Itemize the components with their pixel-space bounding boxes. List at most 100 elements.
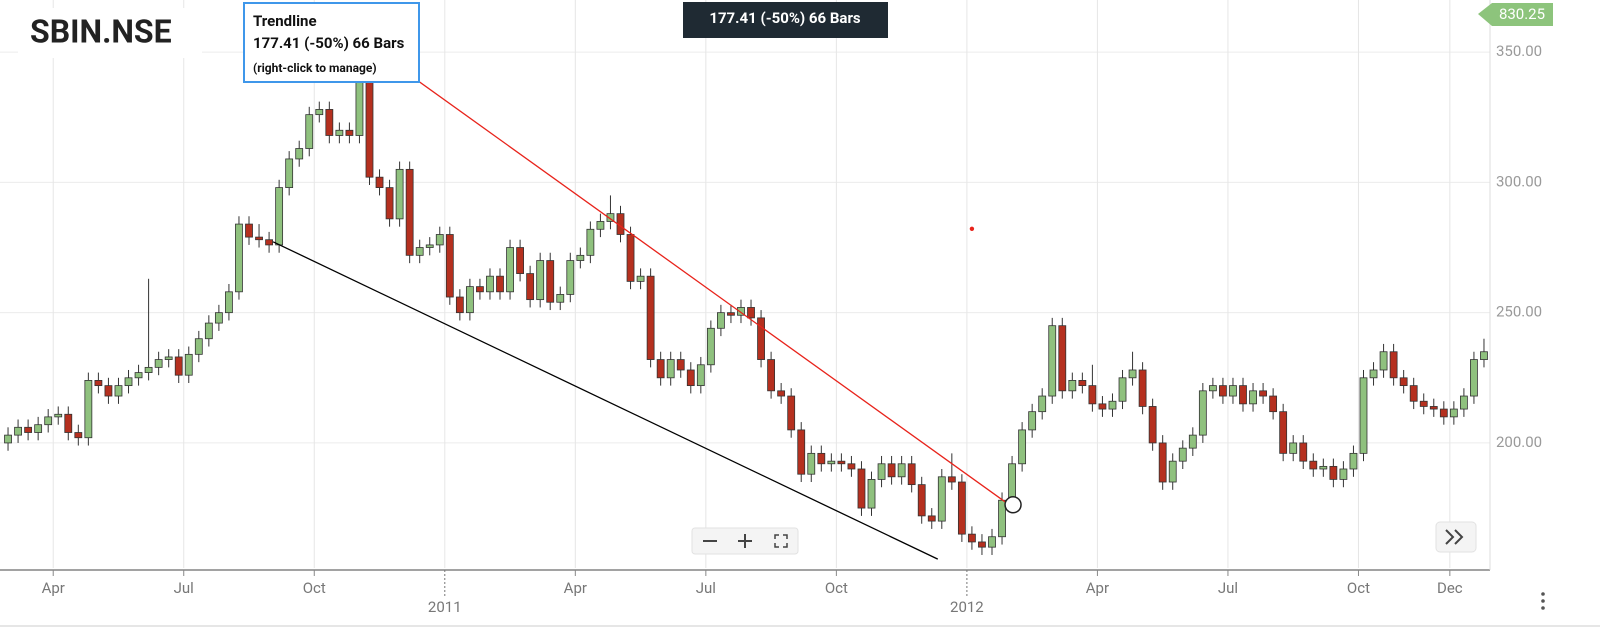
info-box-text: 177.41 (-50%) 66 Bars (709, 9, 861, 27)
candle-body (405, 168, 414, 256)
candle-body (415, 247, 424, 256)
candle-body (1439, 408, 1448, 418)
candle-body (1219, 385, 1227, 397)
candle-body (596, 221, 605, 230)
y-tick-label: 350.00 (1496, 42, 1542, 60)
y-tick-label: 200.00 (1496, 433, 1542, 451)
x-tick-label: Dec (1437, 579, 1463, 597)
candle-body (1259, 390, 1267, 397)
fullscreen-button[interactable] (774, 534, 788, 548)
trendline-handle (1004, 496, 1022, 514)
trendline (360, 39, 1006, 503)
candle-body (4, 434, 12, 444)
candle-body (917, 484, 926, 517)
candle-body (897, 463, 906, 478)
marker-dot (969, 226, 975, 231)
x-tick-label: Jul (1218, 579, 1238, 597)
candle-body (1118, 377, 1127, 402)
candle-body (837, 460, 846, 465)
x-tick-label: Jul (174, 579, 194, 597)
candle-body (636, 275, 645, 282)
candle-body (877, 463, 886, 480)
candle-body (1198, 390, 1207, 436)
candle-body (1459, 395, 1468, 410)
tooltip-box (243, 2, 420, 83)
candle-body (365, 77, 374, 178)
candle-body (556, 294, 565, 303)
candle-body (867, 479, 876, 509)
candle-body (174, 356, 183, 376)
candle-body (676, 359, 685, 371)
candle-body (576, 254, 585, 261)
candle-body (1229, 385, 1237, 397)
candle-body (184, 353, 193, 376)
overlay (272, 39, 1022, 560)
candle-body (887, 463, 896, 478)
x-tick-label: Oct (1347, 579, 1370, 597)
candle-body (817, 452, 826, 465)
candle-body (486, 275, 494, 293)
candle-body (1239, 385, 1247, 405)
candle-body (847, 463, 856, 470)
candle-body (686, 369, 695, 387)
candle-body (1038, 395, 1047, 413)
menu-button[interactable] (1541, 592, 1545, 610)
candle-body (536, 260, 545, 301)
candle-body (395, 168, 404, 220)
zoom-in-button[interactable] (738, 534, 752, 548)
tooltip-hint: (right-click to manage) (253, 61, 377, 75)
candle-body (34, 424, 43, 433)
x-tick-label: Oct (825, 579, 848, 597)
candle-body (606, 213, 615, 222)
x-tick-label: Apr (42, 579, 65, 597)
x-tick-label: Oct (303, 579, 326, 597)
candle-body (656, 359, 665, 379)
candle-body (777, 390, 786, 397)
candle-body (305, 114, 314, 149)
candle-body (315, 109, 324, 116)
candle-body (425, 244, 434, 248)
candle-body (1048, 325, 1057, 397)
candle-body (1339, 468, 1348, 480)
scroll-right-button[interactable] (1435, 521, 1477, 553)
candle-body (285, 158, 294, 188)
candles (4, 70, 1488, 555)
candle-body (1098, 403, 1107, 410)
candle-body (94, 380, 103, 387)
candle-body (717, 312, 725, 329)
candle-body (335, 129, 344, 136)
x-tick-label: Apr (1086, 579, 1109, 597)
candle-body (1178, 447, 1187, 462)
candle-body (325, 109, 334, 136)
year-tick-label: 2011 (428, 598, 462, 616)
axis: 200.00 250.00 300.00 350.00 Apr Jul Oct Apr Jul O… (42, 42, 1543, 616)
candle-body (1379, 351, 1388, 371)
candle-body (586, 228, 595, 256)
candle-body (1389, 351, 1398, 379)
candle-body (1409, 385, 1418, 402)
candle-body (1008, 463, 1016, 501)
candle-body (84, 380, 93, 439)
candle-body (476, 286, 484, 293)
candle-body (1429, 406, 1438, 410)
candle-body (235, 223, 243, 293)
candle-body (927, 515, 936, 522)
candle-body (1299, 442, 1308, 462)
candle-body (275, 187, 284, 246)
candle-body (727, 312, 735, 316)
candle-body (74, 432, 83, 439)
candle-body (134, 372, 143, 379)
title-box (18, 8, 202, 58)
candle-body (1269, 395, 1278, 413)
candle-body (827, 460, 836, 465)
candle-body (164, 356, 173, 360)
candle-body (747, 307, 755, 319)
tooltip-title: Trendline (253, 12, 317, 30)
candle-body (1449, 408, 1458, 418)
candle-body (265, 239, 273, 246)
candle-body (1480, 351, 1488, 360)
candle-body (225, 291, 233, 314)
candle-body (295, 148, 304, 160)
